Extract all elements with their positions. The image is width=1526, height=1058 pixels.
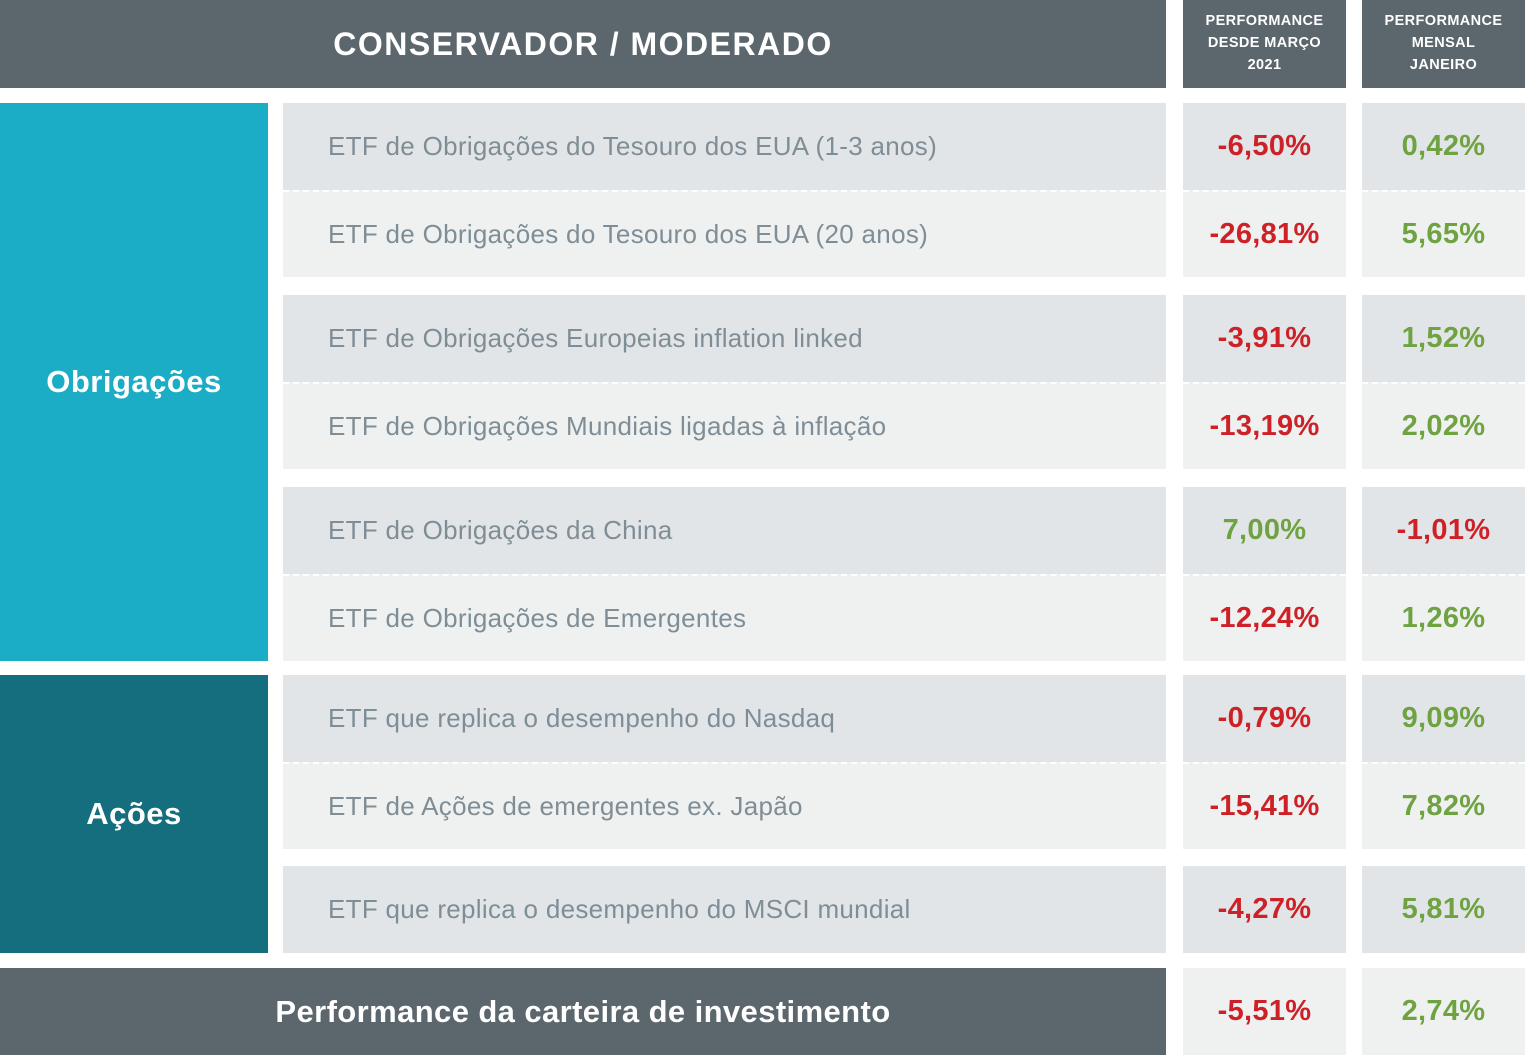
perf-monthly-value: 5,65% [1362,190,1525,277]
perf-since-march-value: -12,24% [1183,574,1346,661]
perf-since-march-value: -6,50% [1183,103,1346,190]
etf-label: ETF de Obrigações de Emergentes [283,574,1166,661]
perf-monthly-value: 7,82% [1362,762,1525,849]
etf-label: ETF que replica o desempenho do MSCI mun… [283,866,1166,953]
portfolio-total-label: Performance da carteira de investimento [275,993,891,1029]
section-label-acoes: Ações [0,675,268,953]
perf-monthly-value: 2,02% [1362,382,1525,469]
etf-label: ETF de Obrigações do Tesouro dos EUA (20… [283,190,1166,277]
table-header-bar: CONSERVADOR / MODERADO [0,0,1166,88]
etf-label: ETF de Obrigações Europeias inflation li… [283,295,1166,382]
perf-since-march-value: -26,81% [1183,190,1346,277]
perf-since-march-value: -4,27% [1183,866,1346,953]
portfolio-monthly-value: 2,74% [1362,968,1525,1055]
etf-label: ETF de Obrigações Mundiais ligadas à inf… [283,382,1166,469]
etf-label: ETF de Ações de emergentes ex. Japão [283,762,1166,849]
column-header-monthly-january: PERFORMANCE MENSAL JANEIRO [1362,0,1525,88]
etf-label: ETF de Obrigações da China [283,487,1166,574]
perf-since-march-value: -3,91% [1183,295,1346,382]
portfolio-since-march-value: -5,51% [1183,968,1346,1055]
etf-label: ETF de Obrigações do Tesouro dos EUA (1-… [283,103,1166,190]
perf-since-march-value: 7,00% [1183,487,1346,574]
section-label-text: Ações [86,796,182,831]
section-label-text: Obrigações [46,364,222,399]
perf-monthly-value: 0,42% [1362,103,1525,190]
perf-monthly-value: -1,01% [1362,487,1525,574]
etf-label: ETF que replica o desempenho do Nasdaq [283,675,1166,762]
page-title: CONSERVADOR / MODERADO [333,25,833,62]
column-header-since-march: PERFORMANCE DESDE MARÇO 2021 [1183,0,1346,88]
perf-monthly-value: 5,81% [1362,866,1525,953]
section-label-obrigacoes: Obrigações [0,103,268,661]
perf-since-march-value: -13,19% [1183,382,1346,469]
perf-monthly-value: 1,52% [1362,295,1525,382]
perf-since-march-value: -0,79% [1183,675,1346,762]
perf-monthly-value: 9,09% [1362,675,1525,762]
portfolio-total-bar: Performance da carteira de investimento [0,968,1166,1055]
perf-since-march-value: -15,41% [1183,762,1346,849]
perf-monthly-value: 1,26% [1362,574,1525,661]
